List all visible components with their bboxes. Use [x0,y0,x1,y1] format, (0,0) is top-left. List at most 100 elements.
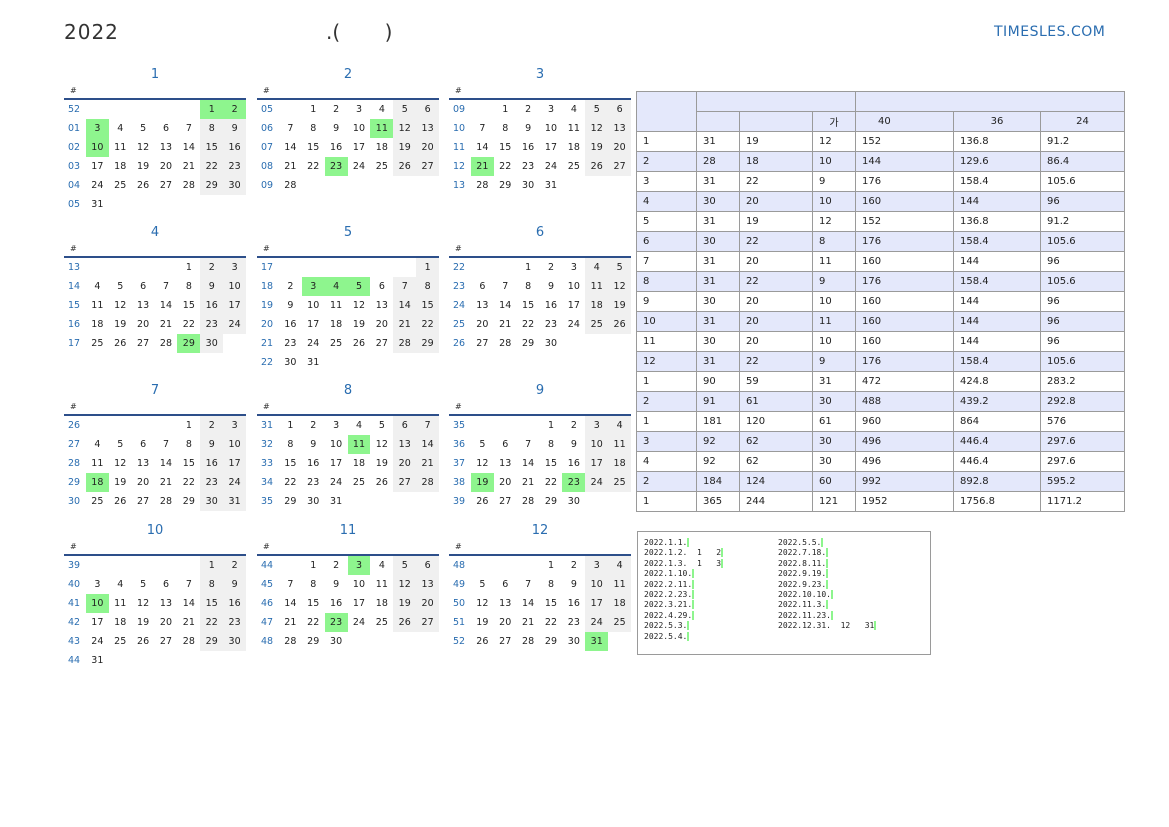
week-row: 47 21 22 23 24 25 26 27 [257,613,440,632]
holiday-date: 2022.9.19. [778,569,827,579]
holiday-item: 2022.4.29. [644,610,723,621]
week-row: 29 18 19 20 21 22 23 24 [64,473,247,492]
table-cell: 152 [855,131,954,152]
day-cell: 23 [223,157,247,176]
day-cell: 2 [223,556,247,575]
week-number: 13 [453,180,466,191]
day-cell: 17 [91,161,104,172]
day-cell [562,176,585,195]
week-number: 28 [68,458,81,469]
day-cell [132,195,155,214]
statistics-table: 가 40 36 24 1 31 19 12 152 136.8 91.2 2 28 18 10 144… [636,91,1125,512]
day-cell: 25 [608,613,632,632]
table-cell: 160 [855,331,954,352]
day-cell: 5 [585,100,609,119]
day-cell: 3 [333,420,340,431]
day-cell: 11 [608,575,632,594]
day-cell: 12 [476,458,489,469]
week-number: 09 [453,104,466,115]
table-row: 8 31 22 9 176 158.4 105.6 [636,271,1125,292]
day-cell: 16 [567,458,580,469]
table-cell: 30 [696,291,740,312]
day-cell: 9 [570,439,577,450]
day-cell: 14 [182,598,195,609]
holiday-marker [687,621,690,631]
day-cell: 10 [85,594,109,613]
table-cell: 160 [855,291,954,312]
week-row: 10 7 8 9 10 11 12 13 [449,119,632,138]
holiday-date: 2022.1.3. 1 3 [644,558,722,568]
day-cell: 18 [608,594,632,613]
day-cell: 18 [585,296,609,315]
day-cell [348,353,371,372]
table-cell: 297.6 [1040,451,1125,472]
day-cell: 3 [570,262,577,273]
day-cell: 9 [547,281,554,292]
day-cell: 6 [140,439,147,450]
day-cell: 10 [585,575,609,594]
week-row: 48 1 2 3 4 [449,556,632,575]
table-cell: 31 [696,311,740,332]
day-cell: 23 [324,157,348,176]
holiday-item: 2022.11.23. [778,610,876,621]
day-cell: 25 [114,180,127,191]
day-cell [517,556,540,575]
day-cell [155,651,178,670]
day-cell: 26 [476,636,489,647]
table-cell: 30 [812,391,856,412]
day-cell: 19 [114,477,127,488]
table-cell: 92 [696,431,740,452]
day-cell: 10 [544,123,558,134]
day-cell: 24 [585,613,609,632]
holiday-date: 2022.7.18. [778,548,827,558]
day-cell: 15 [284,458,297,469]
day-cell: 24 [91,636,104,647]
day-cell: 21 [499,319,512,330]
day-cell: 17 [330,458,343,469]
table-row: 4 30 20 10 160 144 96 [636,191,1125,212]
table-cell: 59 [739,371,813,392]
day-cell: 16 [200,454,224,473]
table-cell: 158.4 [953,171,1041,192]
day-cell [471,258,494,277]
week-row: 26 27 28 29 30 [449,334,631,353]
week-row: 31 1 2 3 4 5 6 7 [257,416,440,435]
holiday-marker [687,538,690,547]
week-row: 15 11 12 13 14 15 16 17 [64,296,247,315]
month-block: 4 #13 1 2 3 14 4 5 6 7 8 9 10 15 11 12 13 14 15 16 17 16 18 19 2… [64,224,247,353]
table-cell: 158.4 [953,351,1041,372]
day-cell [393,176,416,195]
day-cell: 18 [567,142,580,153]
day-cell: 15 [182,300,195,311]
table-cell: 105.6 [1040,351,1125,372]
month-title: 3 [535,67,545,82]
week-row: 34 22 23 24 25 26 27 28 [257,473,440,492]
table-cell: 3 [636,431,697,452]
day-cell: 18 [608,454,632,473]
day-cell: 26 [114,496,127,507]
table-cell: 96 [1040,191,1125,212]
day-cell: 25 [352,477,366,488]
day-cell: 15 [544,598,558,609]
day-cell [200,195,223,214]
day-cell: 25 [375,161,388,172]
site-link[interactable]: TIMESLES.COM [994,24,1106,40]
day-cell: 14 [522,598,535,609]
month-block: 5 #17 1 18 2 3 4 5 6 7 8 19 9 10 11 12 13 14 15 20 16 17 18 19 2… [257,224,440,372]
table-cell: 992 [855,471,954,492]
holiday-marker [826,548,829,558]
day-cell: 5 [393,100,417,119]
day-cell: 21 [393,315,417,334]
day-cell: 13 [375,300,388,311]
day-cell [494,556,517,575]
day-cell: 30 [223,176,247,195]
day-cell: 8 [416,277,440,296]
table-cell: 12 [812,131,856,152]
day-cell: 12 [608,277,632,296]
day-cell: 14 [159,458,173,469]
day-cell [416,632,439,651]
day-cell [416,176,439,195]
day-cell [370,632,393,651]
week-number-header: # [257,242,439,258]
day-cell: 26 [393,157,417,176]
